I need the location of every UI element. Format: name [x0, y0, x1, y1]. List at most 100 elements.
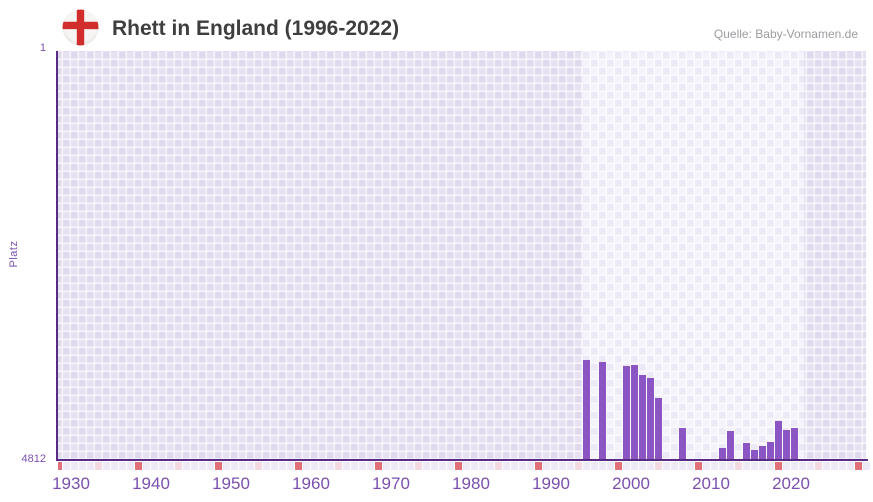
year-marker-2028: [839, 462, 846, 470]
bar-2005: [655, 397, 662, 460]
year-marker-1985: [495, 462, 502, 470]
bar-2013: [719, 447, 726, 460]
year-marker-1955: [255, 462, 262, 470]
year-marker-1971: [383, 462, 390, 470]
england-flag-icon: [62, 9, 99, 46]
x-tick-1970: 1970: [372, 474, 410, 493]
bar-2008: [679, 428, 686, 460]
year-marker-2005: [655, 462, 662, 470]
year-marker-2001: [623, 462, 630, 470]
x-tick-1940: 1940: [132, 474, 170, 493]
year-marker-2009: [687, 462, 694, 470]
year-marker-1961: [303, 462, 310, 470]
year-marker-1957: [271, 462, 278, 470]
year-marker-1995: [575, 462, 582, 470]
plot-area: [58, 51, 866, 460]
y-axis-title: Platz: [8, 240, 20, 268]
year-marker-1958: [279, 462, 286, 470]
year-marker-2027: [831, 462, 838, 470]
year-marker-1992: [551, 462, 558, 470]
year-marker-2022: [791, 462, 798, 470]
year-marker-2011: [703, 462, 710, 470]
year-marker-1967: [351, 462, 358, 470]
year-marker-1975: [415, 462, 422, 470]
year-marker-1966: [343, 462, 350, 470]
year-marker-1982: [471, 462, 478, 470]
year-marker-1954: [247, 462, 254, 470]
year-marker-1973: [399, 462, 406, 470]
bar-2022: [791, 427, 798, 460]
year-marker-1935: [95, 462, 102, 470]
year-marker-2020: [775, 462, 782, 470]
bar-2017: [751, 450, 758, 460]
bar-1996: [583, 359, 590, 460]
year-marker-1970: [375, 462, 382, 470]
year-marker-1984: [487, 462, 494, 470]
year-marker-1964: [327, 462, 334, 470]
year-marker-2008: [679, 462, 686, 470]
year-marker-2030: [855, 462, 862, 470]
x-axis-ticks: 1930 1940 1950 1960 1970 1980 1990 2000 2010 2020: [52, 474, 866, 496]
year-marker-1991: [543, 462, 550, 470]
year-marker-2016: [743, 462, 750, 470]
year-marker-1931: [63, 462, 70, 470]
year-marker-1946: [183, 462, 190, 470]
year-marker-1941: [143, 462, 150, 470]
year-marker-1959: [287, 462, 294, 470]
year-marker-1998: [599, 462, 606, 470]
bar-1998: [599, 362, 606, 460]
year-marker-2007: [671, 462, 678, 470]
x-axis-line: [56, 459, 868, 461]
year-marker-1986: [503, 462, 510, 470]
year-marker-2012: [711, 462, 718, 470]
bar-2021: [783, 429, 790, 460]
year-marker-2004: [647, 462, 654, 470]
year-marker-1940: [135, 462, 142, 470]
year-marker-1937: [111, 462, 118, 470]
year-marker-1976: [423, 462, 430, 470]
x-tick-2000: 2000: [612, 474, 650, 493]
x-tick-1950: 1950: [212, 474, 250, 493]
year-marker-1987: [511, 462, 518, 470]
year-marker-2026: [823, 462, 830, 470]
year-marker-2013: [719, 462, 726, 470]
year-marker-1969: [367, 462, 374, 470]
year-marker-1942: [151, 462, 158, 470]
year-marker-1977: [431, 462, 438, 470]
year-marker-1997: [591, 462, 598, 470]
year-marker-1951: [223, 462, 230, 470]
year-marker-1974: [407, 462, 414, 470]
year-marker-1956: [263, 462, 270, 470]
year-marker-1950: [215, 462, 222, 470]
year-marker-1979: [447, 462, 454, 470]
bar-2001: [623, 366, 630, 460]
year-marker-1949: [207, 462, 214, 470]
year-marker-1930: [58, 462, 62, 470]
year-marker-1965: [335, 462, 342, 470]
year-marker-1981: [463, 462, 470, 470]
year-marker-1936: [103, 462, 110, 470]
bar-2004: [647, 377, 654, 460]
year-marker-1983: [479, 462, 486, 470]
x-tick-1930: 1930: [52, 474, 90, 493]
year-marker-1968: [359, 462, 366, 470]
y-axis-tick-bottom: 4812: [21, 453, 46, 465]
x-tick-2010: 2010: [692, 474, 730, 493]
year-marker-1944: [167, 462, 174, 470]
year-marker-1945: [175, 462, 182, 470]
year-marker-1989: [527, 462, 534, 470]
year-marker-2010: [695, 462, 702, 470]
bar-2016: [743, 442, 750, 460]
year-marker-2018: [759, 462, 766, 470]
year-marker-2021: [783, 462, 790, 470]
year-marker-2002: [631, 462, 638, 470]
x-tick-1990: 1990: [532, 474, 570, 493]
bar-2014: [727, 430, 734, 460]
year-marker-2017: [751, 462, 758, 470]
year-marker-2023: [799, 462, 806, 470]
bar-2003: [639, 375, 646, 460]
year-marker-1943: [159, 462, 166, 470]
year-marker-2024: [807, 462, 814, 470]
grid-data-window-highlight: [581, 51, 804, 460]
